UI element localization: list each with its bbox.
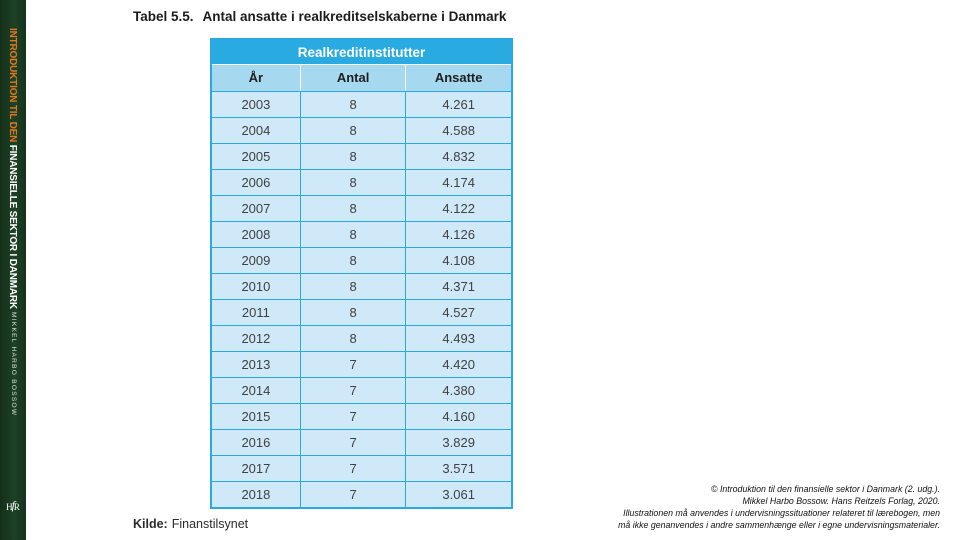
cell-ansatte: 4.174 (442, 175, 475, 190)
copyright-line: © Introduktion til den finansielle sekto… (711, 484, 940, 494)
cell-year: 2018 (212, 482, 301, 507)
table-row: 2010 8 4.371 (212, 273, 511, 299)
table-row: 2011 8 4.527 (212, 299, 511, 325)
book-series-title-secondary: FINANSIELLE SEKTOR I DANMARK (7, 142, 18, 309)
cell-antal: 8 (301, 170, 407, 195)
source-label: Kilde: (133, 517, 168, 531)
column-header-year: År (212, 65, 301, 91)
table-row: 2018 7 3.061 (212, 481, 511, 507)
table-row: 2014 7 4.380 (212, 377, 511, 403)
cell-year: 2011 (212, 300, 301, 325)
cell-year: 2005 (212, 144, 301, 169)
cell-year: 2016 (212, 430, 301, 455)
publisher-logo-icon: HfR (0, 498, 26, 514)
cell-ansatte: 4.380 (442, 383, 475, 398)
table-row: 2013 7 4.420 (212, 351, 511, 377)
source-line: Kilde: Finanstilsynet (133, 517, 248, 531)
table-column-headers: År Antal Ansatte (212, 65, 511, 91)
publisher-logo-r: R (13, 502, 20, 512)
cell-antal: 8 (301, 248, 407, 273)
cell-ansatte: 4.420 (442, 357, 475, 372)
book-series-title: INTRODUKTION TIL DEN FINANSIELLE SEKTOR … (7, 28, 18, 309)
table-header: Realkreditinstitutter (212, 40, 511, 65)
cell-antal: 7 (301, 404, 407, 429)
cell-ansatte: 4.122 (442, 201, 475, 216)
table-caption-text: Antal ansatte i realkreditselskaberne i … (202, 9, 507, 24)
cell-antal: 7 (301, 430, 407, 455)
cell-year: 2008 (212, 222, 301, 247)
book-series-title-primary: INTRODUKTION TIL DEN (7, 28, 18, 143)
cell-ansatte: 4.371 (442, 279, 475, 294)
cell-year: 2013 (212, 352, 301, 377)
cell-antal: 8 (301, 274, 407, 299)
copyright-line: Mikkel Harbo Bossow. Hans Reitzels Forla… (742, 496, 940, 506)
table-row: 2016 7 3.829 (212, 429, 511, 455)
book-author: MIKKEL HARBO BOSSOW (10, 312, 17, 417)
copyright-line: Illustrationen må anvendes i undervisnin… (623, 508, 940, 518)
table-row: 2005 8 4.832 (212, 143, 511, 169)
cell-year: 2006 (212, 170, 301, 195)
publisher-logo-h: H (6, 502, 13, 512)
cell-ansatte: 3.571 (442, 461, 475, 476)
cell-ansatte: 3.829 (442, 435, 475, 450)
cell-antal: 8 (301, 300, 407, 325)
source-text: Finanstilsynet (171, 517, 249, 531)
cell-antal: 7 (301, 482, 407, 507)
cell-year: 2014 (212, 378, 301, 403)
cell-antal: 7 (301, 378, 407, 403)
cell-antal: 7 (301, 456, 407, 481)
cell-ansatte: 4.126 (442, 227, 475, 242)
cell-ansatte: 4.108 (442, 253, 475, 268)
table-row: 2003 8 4.261 (212, 91, 511, 117)
cell-year: 2003 (212, 92, 301, 117)
cell-antal: 8 (301, 222, 407, 247)
cell-year: 2017 (212, 456, 301, 481)
cell-year: 2007 (212, 196, 301, 221)
table-row: 2007 8 4.122 (212, 195, 511, 221)
cell-antal: 8 (301, 144, 407, 169)
table-row: 2008 8 4.126 (212, 221, 511, 247)
table-row: 2004 8 4.588 (212, 117, 511, 143)
cell-ansatte: 3.061 (442, 487, 475, 502)
publisher-logo-f: f (11, 498, 15, 512)
cell-ansatte: 4.493 (442, 331, 475, 346)
table-row: 2006 8 4.174 (212, 169, 511, 195)
table-row: 2017 7 3.571 (212, 455, 511, 481)
copyright-notice: © Introduktion til den finansielle sekto… (618, 483, 940, 531)
cell-year: 2015 (212, 404, 301, 429)
cell-year: 2012 (212, 326, 301, 351)
cell-antal: 7 (301, 352, 407, 377)
table-row: 2012 8 4.493 (212, 325, 511, 351)
table-row: 2009 8 4.108 (212, 247, 511, 273)
cell-antal: 8 (301, 196, 407, 221)
cell-antal: 8 (301, 92, 407, 117)
copyright-line: må ikke genanvendes i andre sammenhænge … (618, 520, 940, 530)
realkredit-table: Realkreditinstitutter År Antal Ansatte 2… (210, 38, 513, 509)
cell-antal: 8 (301, 326, 407, 351)
table-row: 2015 7 4.160 (212, 403, 511, 429)
cell-ansatte: 4.261 (442, 97, 475, 112)
cell-year: 2009 (212, 248, 301, 273)
cell-ansatte: 4.588 (442, 123, 475, 138)
table-body: 2003 8 4.261 2004 8 4.588 2005 8 4.832 2… (212, 91, 511, 507)
cell-antal: 8 (301, 118, 407, 143)
cell-ansatte: 4.160 (442, 409, 475, 424)
column-header-ansatte: Ansatte (434, 70, 483, 85)
cell-ansatte: 4.527 (442, 305, 475, 320)
cell-ansatte: 4.832 (442, 149, 475, 164)
table-caption: Tabel 5.5. Antal ansatte i realkreditsels… (133, 9, 506, 24)
book-spine-sidebar: INTRODUKTION TIL DEN FINANSIELLE SEKTOR … (0, 0, 26, 540)
table-caption-number: Tabel 5.5. (133, 9, 194, 24)
cell-year: 2010 (212, 274, 301, 299)
column-header-antal: Antal (301, 65, 407, 91)
cell-year: 2004 (212, 118, 301, 143)
